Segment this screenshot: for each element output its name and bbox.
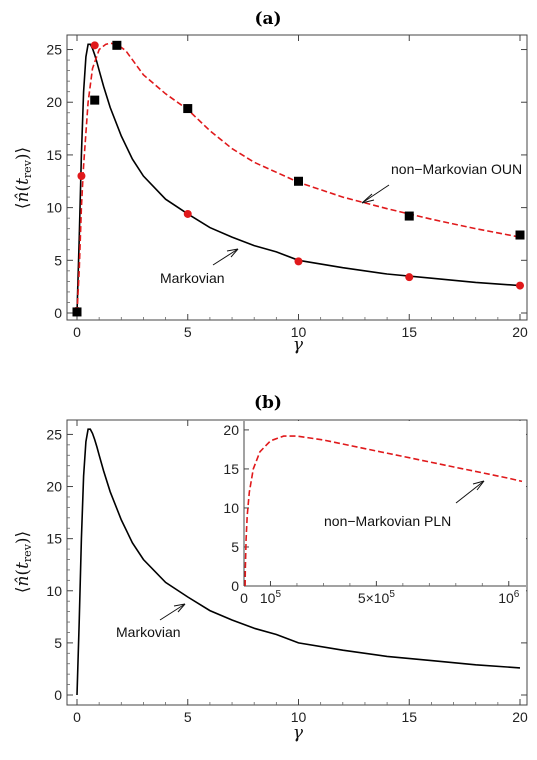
inset-y-tick-label: 0 [231,578,239,594]
panel-a-frame [66,34,528,321]
marker-circle [77,172,86,180]
marker-square [112,40,122,50]
x-tick-label: 5 [184,709,192,725]
panel-a: (a) 0 5 10 15 20 0 5 10 15 20 25 non−Markovian OUN… [13,9,528,355]
inset-x-tick-label: 106 [498,589,520,606]
annotation-oun-arrow [361,184,390,204]
y-tick-label: 5 [54,252,62,268]
series-markovian [76,428,521,696]
marker-circle [183,209,192,218]
inset-ticks: 0 5 10 15 20 0 105 5×105 106 [223,421,526,606]
annotation-non-markovian-pln: non−Markovian PLN [324,513,451,529]
y-tick-label: 20 [46,94,62,110]
marker-circle [294,257,303,266]
panel-b-ylabel: ⟨n̂(trev)⟩ [13,531,34,593]
inset-background [237,421,526,601]
annotation-markovian-b-arrowhead [173,603,186,613]
x-tick-label: 10 [291,324,307,340]
inset-y-tick-label: 20 [223,422,239,438]
y-tick-label: 15 [46,531,62,547]
inset-x-tick-label: 0 [240,590,248,606]
marker-square [183,104,193,114]
series-markovian [76,43,521,314]
inset-y-tick-label: 15 [223,461,239,477]
y-tick-label: 25 [46,426,62,442]
panel-b-xlabel: γ [293,723,304,743]
y-tick-label: 10 [46,583,62,599]
panel-a-annotation-oun: non−Markovian OUN [361,161,522,204]
y-tick-label: 15 [46,147,62,163]
panel-b-series [76,428,521,696]
x-tick-label: 20 [512,709,528,725]
marker-circle [516,281,524,290]
y-tick-label: 10 [46,200,62,216]
series-non-markovian-oun [76,42,521,314]
y-tick-label: 20 [46,479,62,495]
panel-b-frame [66,419,528,706]
inset-x-tick-label: 105 [260,589,282,606]
panel-b-inset: 0 5 10 15 20 0 105 5×105 106 non−Markovian PLN [223,421,526,606]
annotation-oun-arrowhead [361,193,375,204]
annotation-pln-arrow [455,480,485,504]
panel-b-annotation-markovian: Markovian [116,603,186,640]
marker-square [404,211,414,221]
panel-a-series [76,42,521,314]
annotation-markovian-b: Markovian [116,624,181,640]
inset-x-tick-label: 5×105 [358,589,396,606]
y-tick-label: 25 [46,42,62,58]
marker-circle [90,41,99,50]
inset-y-tick-label: 5 [231,539,239,555]
y-tick-label: 0 [54,305,62,321]
x-tick-label: 5 [184,324,192,340]
x-tick-label: 15 [401,324,417,340]
x-tick-label: 0 [73,324,81,340]
marker-circle [405,273,414,282]
annotation-markovian-a: Markovian [160,270,225,286]
annotation-markovian-b-arrow [159,603,186,621]
x-tick-label: 15 [401,709,417,725]
panel-a-xlabel: γ [293,335,304,355]
annotation-markovian-a-arrowhead [226,248,239,258]
y-tick-label: 5 [54,635,62,651]
panel-a-markers [72,40,525,317]
inset-annotation-pln: non−Markovian PLN [324,480,485,529]
annotation-pln-arrowhead [472,480,485,491]
x-tick-label: 0 [73,709,81,725]
panel-b-label: (b) [254,393,282,413]
panel-b: (b) 0 5 10 15 20 0 5 10 15 20 25 Markovian 0 5 10 15 2… [13,393,528,743]
marker-square [515,230,525,240]
marker-square [72,307,82,317]
annotation-non-markovian-oun: non−Markovian OUN [391,161,522,177]
y-tick-label: 0 [54,687,62,703]
marker-square [90,95,100,105]
panel-a-label: (a) [254,9,281,29]
panel-a-ticks: 0 5 10 15 20 0 5 10 15 20 25 [46,35,528,340]
marker-square [294,176,303,186]
x-tick-label: 20 [512,324,528,340]
panel-a-ylabel: ⟨n̂(trev)⟩ [13,147,34,209]
annotation-markovian-a-arrow [212,248,239,266]
x-tick-label: 10 [291,709,307,725]
inset-y-tick-label: 10 [223,500,239,516]
panel-a-annotation-markovian: Markovian [160,248,239,286]
